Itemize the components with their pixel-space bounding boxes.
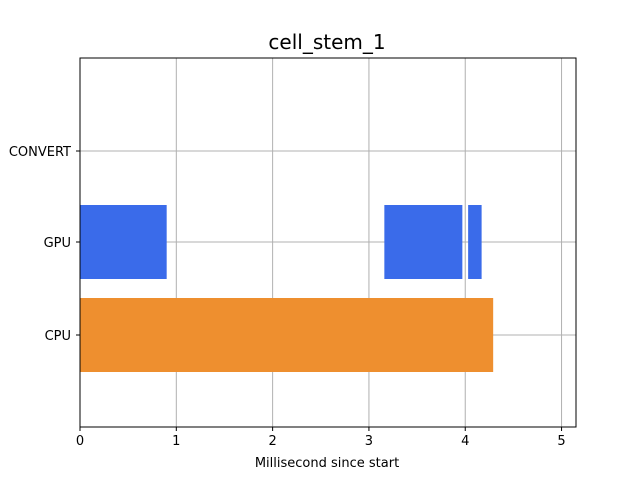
y-tick-label: GPU <box>44 236 71 251</box>
x-tick-label: 2 <box>268 434 276 449</box>
x-tick-label: 5 <box>557 434 565 449</box>
x-tick-label: 0 <box>76 434 84 449</box>
bars <box>80 205 494 372</box>
chart-title: cell_stem_1 <box>268 30 385 54</box>
bar-gpu <box>468 205 482 279</box>
x-tick-label: 3 <box>365 434 373 449</box>
y-tick-label: CONVERT <box>9 145 71 160</box>
x-axis-label: Millisecond since start <box>255 456 399 471</box>
bar-cpu <box>80 298 494 372</box>
x-tick-label: 1 <box>172 434 180 449</box>
x-axis: 0 1 2 3 4 5 <box>76 427 566 449</box>
bar-gpu <box>80 205 167 279</box>
x-tick-label: 4 <box>461 434 469 449</box>
y-axis: CPU GPU CONVERT <box>9 145 80 344</box>
y-tick-label: CPU <box>45 329 71 344</box>
bar-gpu <box>384 205 463 279</box>
